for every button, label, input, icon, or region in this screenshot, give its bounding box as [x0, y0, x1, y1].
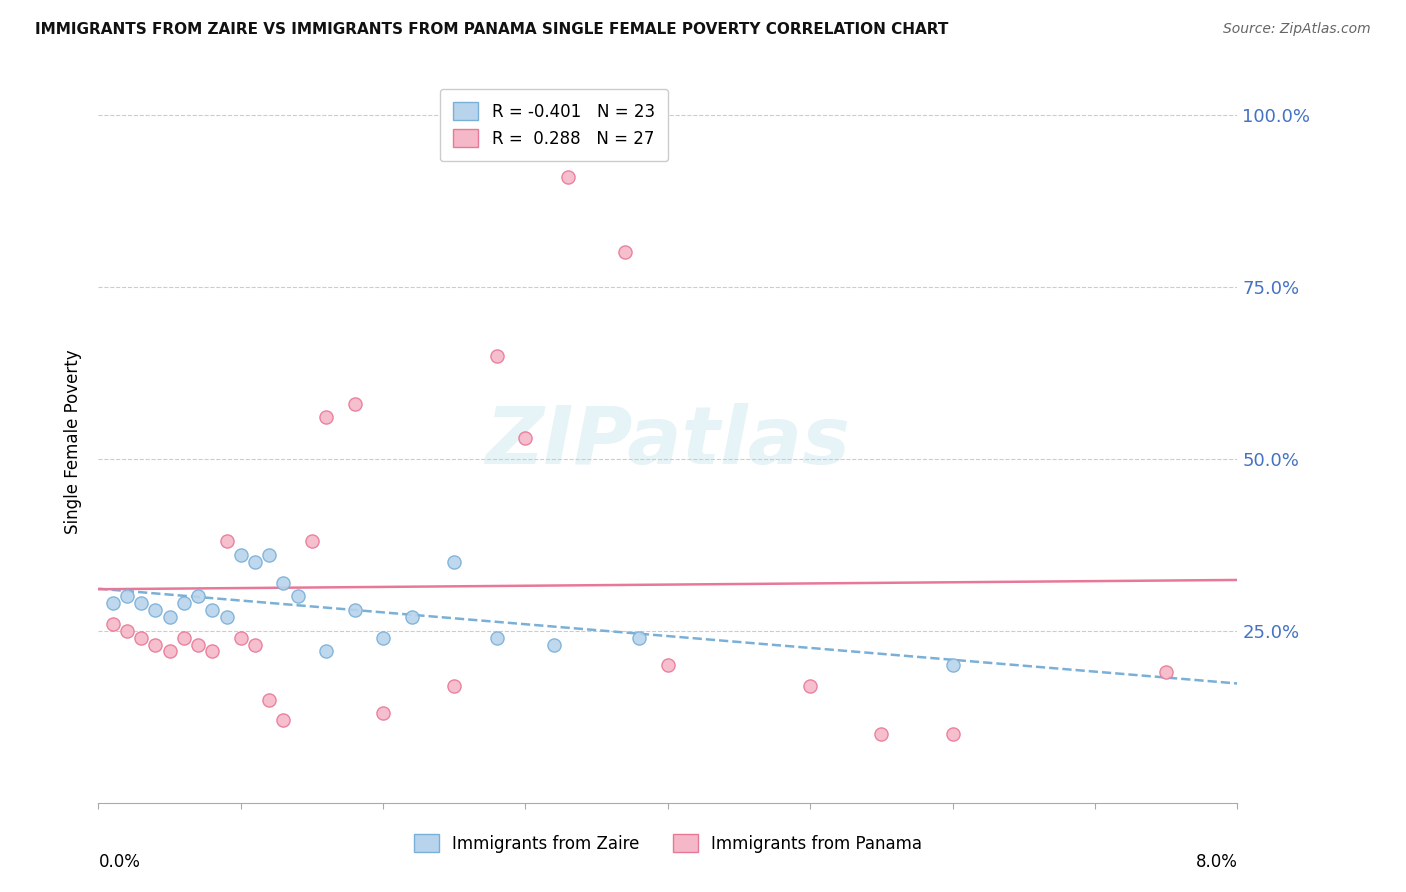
Point — [129, 596, 152, 610]
Point — [557, 169, 579, 184]
Point — [201, 644, 224, 658]
Point — [799, 679, 821, 693]
Point — [145, 603, 167, 617]
Point — [243, 638, 266, 652]
Point — [187, 638, 209, 652]
Point — [173, 631, 195, 645]
Point — [486, 631, 509, 645]
Point — [115, 624, 138, 638]
Point — [129, 631, 152, 645]
Point — [273, 575, 295, 590]
Point — [259, 692, 281, 706]
Point — [1154, 665, 1177, 679]
Point — [287, 590, 309, 604]
Text: 8.0%: 8.0% — [1195, 854, 1237, 871]
Point — [201, 603, 224, 617]
Point — [301, 534, 323, 549]
Point — [215, 534, 238, 549]
Point — [273, 713, 295, 727]
Point — [215, 610, 238, 624]
Text: IMMIGRANTS FROM ZAIRE VS IMMIGRANTS FROM PANAMA SINGLE FEMALE POVERTY CORRELATIO: IMMIGRANTS FROM ZAIRE VS IMMIGRANTS FROM… — [35, 22, 949, 37]
Point — [657, 658, 679, 673]
Point — [870, 727, 893, 741]
Point — [543, 638, 565, 652]
Text: ZIPatlas: ZIPatlas — [485, 402, 851, 481]
Point — [443, 679, 465, 693]
Point — [229, 548, 252, 562]
Y-axis label: Single Female Poverty: Single Female Poverty — [63, 350, 82, 533]
Text: 0.0%: 0.0% — [98, 854, 141, 871]
Point — [628, 631, 651, 645]
Point — [101, 616, 124, 631]
Point — [343, 397, 366, 411]
Point — [443, 555, 465, 569]
Point — [173, 596, 195, 610]
Legend: Immigrants from Zaire, Immigrants from Panama: Immigrants from Zaire, Immigrants from P… — [406, 828, 929, 860]
Point — [259, 548, 281, 562]
Point — [486, 349, 509, 363]
Point — [515, 431, 537, 445]
Point — [315, 644, 337, 658]
Point — [315, 410, 337, 425]
Point — [371, 706, 394, 721]
Point — [614, 245, 637, 260]
Point — [159, 644, 181, 658]
Point — [343, 603, 366, 617]
Point — [115, 590, 138, 604]
Point — [159, 610, 181, 624]
Point — [145, 638, 167, 652]
Point — [229, 631, 252, 645]
Point — [942, 658, 965, 673]
Point — [101, 596, 124, 610]
Point — [187, 590, 209, 604]
Point — [371, 631, 394, 645]
Point — [942, 727, 965, 741]
Point — [401, 610, 423, 624]
Text: Source: ZipAtlas.com: Source: ZipAtlas.com — [1223, 22, 1371, 37]
Point — [243, 555, 266, 569]
